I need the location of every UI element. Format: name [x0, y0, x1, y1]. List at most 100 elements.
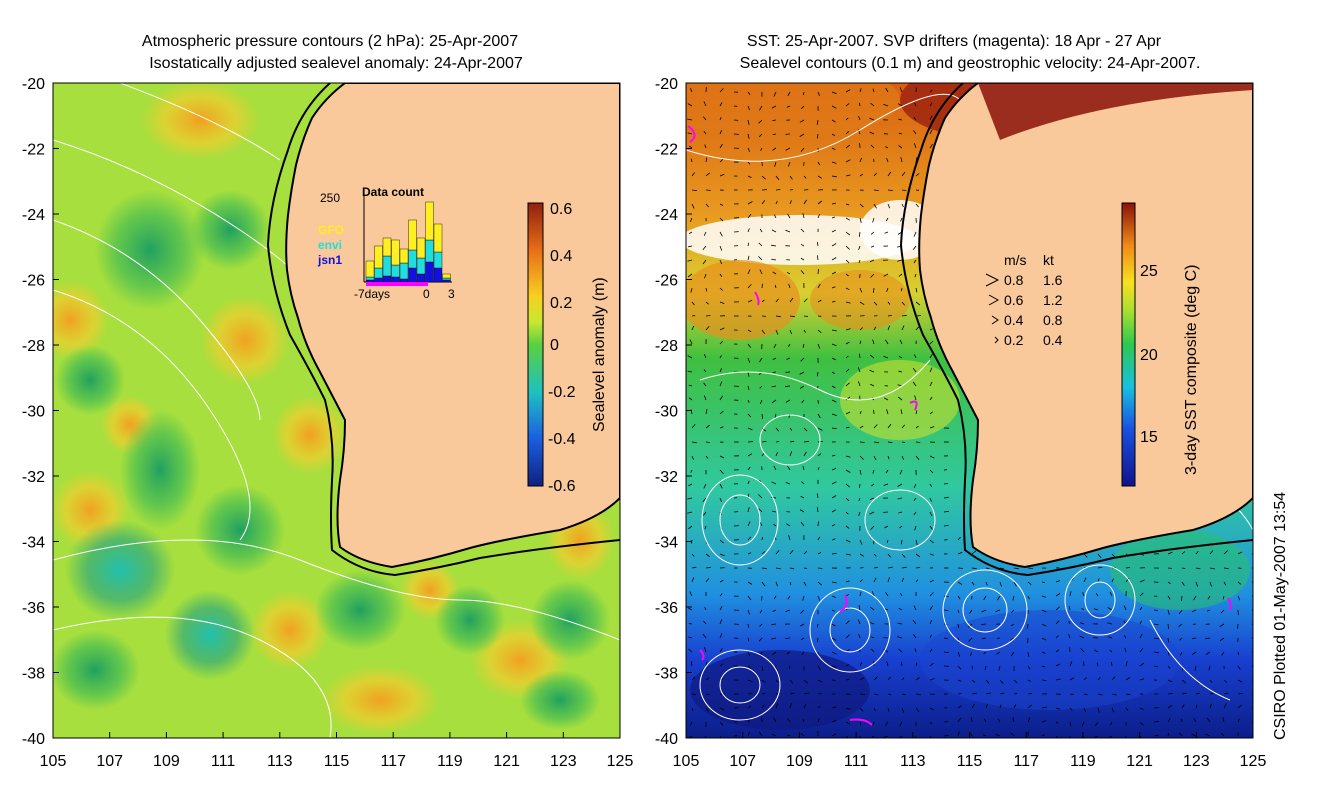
- velocity-arrow: [858, 115, 861, 121]
- right-lon-label: 121: [1126, 753, 1153, 770]
- velocity-arrow: [1221, 732, 1225, 737]
- velocity-arrow: [705, 424, 710, 429]
- velocity-arrow: [703, 231, 707, 236]
- velocity-arrow: [747, 119, 750, 125]
- velocity-arrow: [719, 173, 725, 177]
- velocity-arrow: [761, 704, 765, 709]
- velocity-arrow: [915, 662, 918, 667]
- velocity-arrow: [703, 382, 707, 387]
- velocity-arrow: [691, 707, 694, 712]
- legend-gfo: GFO: [318, 223, 344, 237]
- velocity-arrow: [689, 217, 693, 223]
- velocity-arrow: [885, 217, 889, 222]
- velocity-arrow: [1096, 662, 1099, 667]
- velocity-arrow: [1179, 651, 1183, 656]
- velocity-arrow: [845, 259, 850, 264]
- velocity-arrow: [1027, 567, 1033, 569]
- velocity-arrow: [872, 721, 875, 726]
- velocity-arrow: [690, 287, 693, 293]
- plot-footer: CSIRO Plotted 01-May-2007 13:54: [1272, 492, 1289, 740]
- velocity-arrow: [929, 634, 932, 639]
- velocity-arrow: [1125, 661, 1128, 667]
- velocity-arrow: [1094, 721, 1099, 727]
- velocity-arrow: [873, 424, 878, 429]
- velocity-arrow: [845, 368, 850, 373]
- velocity-arrow: [1191, 733, 1197, 737]
- velocity-arrow: [747, 679, 753, 683]
- velocity-arrow: [887, 553, 891, 558]
- velocity-arrow: [787, 465, 791, 471]
- velocity-arrow: [913, 259, 917, 264]
- velocity-arrow: [831, 706, 837, 709]
- velocity-arrow: [985, 692, 991, 695]
- velocity-arrow: [912, 381, 917, 387]
- velocity-arrow: [747, 284, 752, 289]
- velocity-arrow: [845, 634, 850, 639]
- velocity-arrow: [817, 717, 820, 723]
- velocity-arrow: [1027, 679, 1031, 682]
- velocity-arrow: [859, 410, 862, 415]
- velocity-arrow: [1223, 567, 1229, 570]
- velocity-arrow: [747, 214, 752, 219]
- velocity-arrow: [873, 693, 879, 696]
- velocity-arrow: [957, 717, 962, 723]
- velocity-arrow: [817, 521, 819, 527]
- sla-tick-3: 0: [550, 337, 559, 354]
- velocity-arrow: [771, 399, 777, 404]
- velocity-arrow: [690, 158, 693, 163]
- velocity-arrow: [899, 87, 903, 93]
- velocity-arrow: [845, 89, 851, 93]
- velocity-arrow: [719, 217, 724, 222]
- velocity-arrow: [801, 105, 805, 110]
- velocity-arrow: [1041, 679, 1047, 681]
- velocity-arrow: [887, 203, 891, 209]
- velocity-arrow: [719, 539, 724, 544]
- velocity-arrow: [857, 619, 861, 625]
- inset-bar-segment: [391, 276, 400, 283]
- left-lat-label: -40: [22, 731, 45, 748]
- velocity-arrow: [761, 200, 766, 205]
- velocity-arrow: [913, 116, 917, 121]
- velocity-arrow: [687, 132, 693, 135]
- velocity-arrow: [901, 577, 905, 583]
- velocity-arrow: [831, 286, 836, 289]
- velocity-arrow: [900, 409, 903, 415]
- velocity-arrow: [1125, 676, 1131, 681]
- velocity-arrow: [1179, 637, 1183, 641]
- velocity-arrow: [871, 483, 875, 487]
- velocity-arrow: [747, 609, 750, 615]
- velocity-arrow: [1237, 651, 1239, 656]
- velocity-arrow: [1082, 592, 1085, 597]
- velocity-arrow: [719, 143, 723, 149]
- right-lat-label: -20: [655, 76, 678, 93]
- velocity-arrow: [761, 283, 763, 289]
- velocity-arrow: [789, 315, 795, 318]
- velocity-arrow: [747, 91, 751, 95]
- velocity-arrow: [914, 354, 917, 359]
- velocity-arrow: [772, 357, 777, 360]
- velocity-arrow: [817, 467, 820, 471]
- velocity-arrow: [1055, 649, 1060, 653]
- velocity-arrow: [1123, 634, 1127, 639]
- velocity-arrow: [687, 497, 693, 500]
- velocity-arrow: [1094, 735, 1099, 738]
- velocity-arrow: [981, 637, 987, 640]
- velocity-arrow: [913, 511, 917, 516]
- velocity-arrow: [803, 581, 807, 586]
- velocity-arrow: [929, 469, 934, 474]
- inset-bar-segment: [365, 279, 375, 283]
- left-lon-label: 125: [607, 753, 634, 770]
- velocity-arrow: [719, 469, 724, 474]
- velocity-arrow: [1010, 732, 1015, 737]
- inset-bars: [365, 201, 451, 286]
- velocity-arrow: [845, 245, 850, 250]
- velocity-arrow: [719, 203, 724, 206]
- velocity-arrow: [845, 231, 851, 236]
- velocity-arrow: [831, 329, 837, 332]
- velocity-arrow: [859, 340, 862, 345]
- velocity-arrow: [747, 665, 752, 670]
- velocity-arrow: [799, 509, 805, 513]
- velocity-arrow: [690, 469, 693, 473]
- velocity-arrow: [831, 229, 836, 233]
- velocity-arrow: [831, 105, 837, 109]
